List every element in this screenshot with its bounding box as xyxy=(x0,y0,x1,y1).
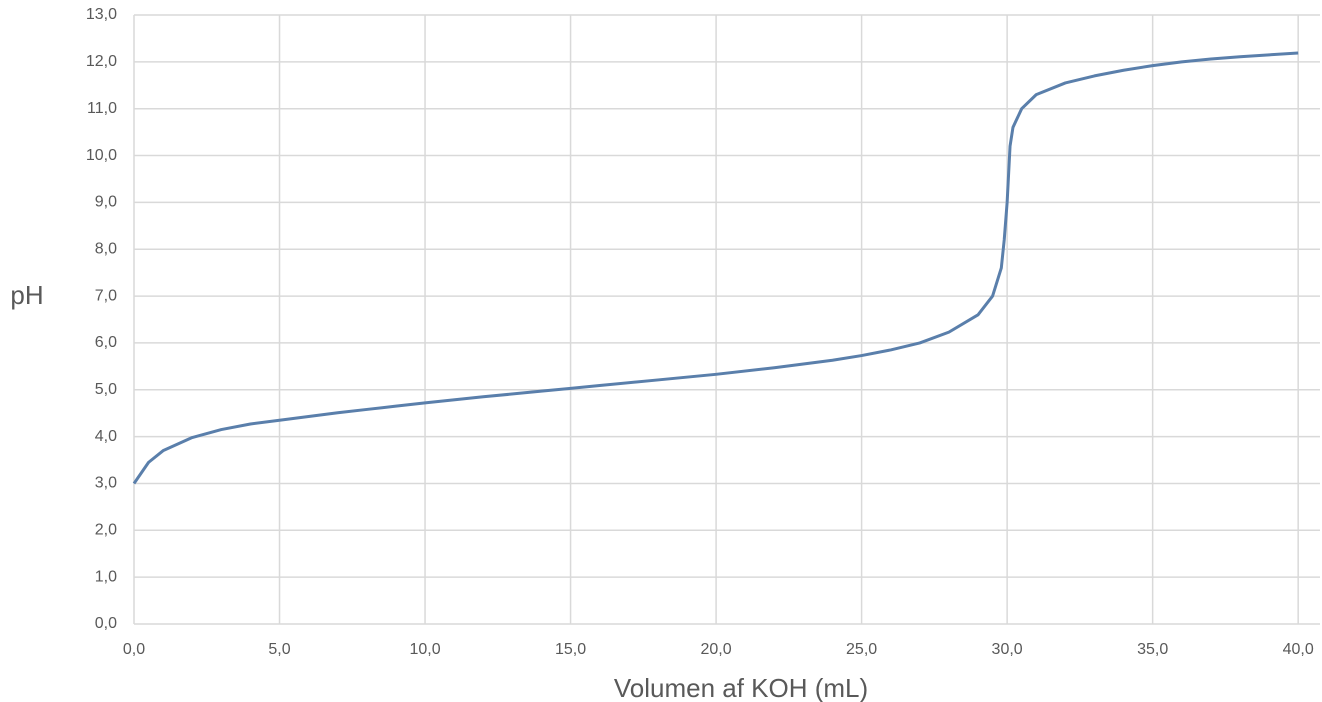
y-tick-label: 2,0 xyxy=(95,522,117,539)
x-axis-title: Volumen af KOH (mL) xyxy=(614,673,868,702)
x-tick-label: 5,0 xyxy=(268,641,290,658)
y-tick-label: 5,0 xyxy=(95,381,117,398)
x-tick-label: 10,0 xyxy=(409,641,440,658)
y-tick-label: 8,0 xyxy=(95,240,117,257)
y-axis-title: pH xyxy=(10,280,43,310)
y-tick-label: 3,0 xyxy=(95,475,117,492)
x-tick-label: 35,0 xyxy=(1137,641,1168,658)
x-tick-label: 25,0 xyxy=(846,641,877,658)
x-tick-label: 15,0 xyxy=(555,641,586,658)
y-tick-label: 13,0 xyxy=(86,6,117,23)
y-tick-label: 12,0 xyxy=(86,53,117,70)
y-tick-label: 7,0 xyxy=(95,287,117,304)
x-tick-label: 20,0 xyxy=(701,641,732,658)
y-tick-label: 9,0 xyxy=(95,194,117,211)
x-tick-label: 30,0 xyxy=(992,641,1023,658)
x-tick-label: 0,0 xyxy=(123,641,145,658)
x-tick-label: 40,0 xyxy=(1283,641,1314,658)
data-line xyxy=(132,51,1299,485)
y-tick-label: 1,0 xyxy=(95,568,117,585)
y-tick-label: 0,0 xyxy=(95,615,117,632)
y-tick-label: 11,0 xyxy=(87,100,117,117)
y-tick-label: 4,0 xyxy=(95,428,117,445)
y-tick-label: 10,0 xyxy=(86,147,117,164)
y-tick-label: 6,0 xyxy=(95,334,117,351)
